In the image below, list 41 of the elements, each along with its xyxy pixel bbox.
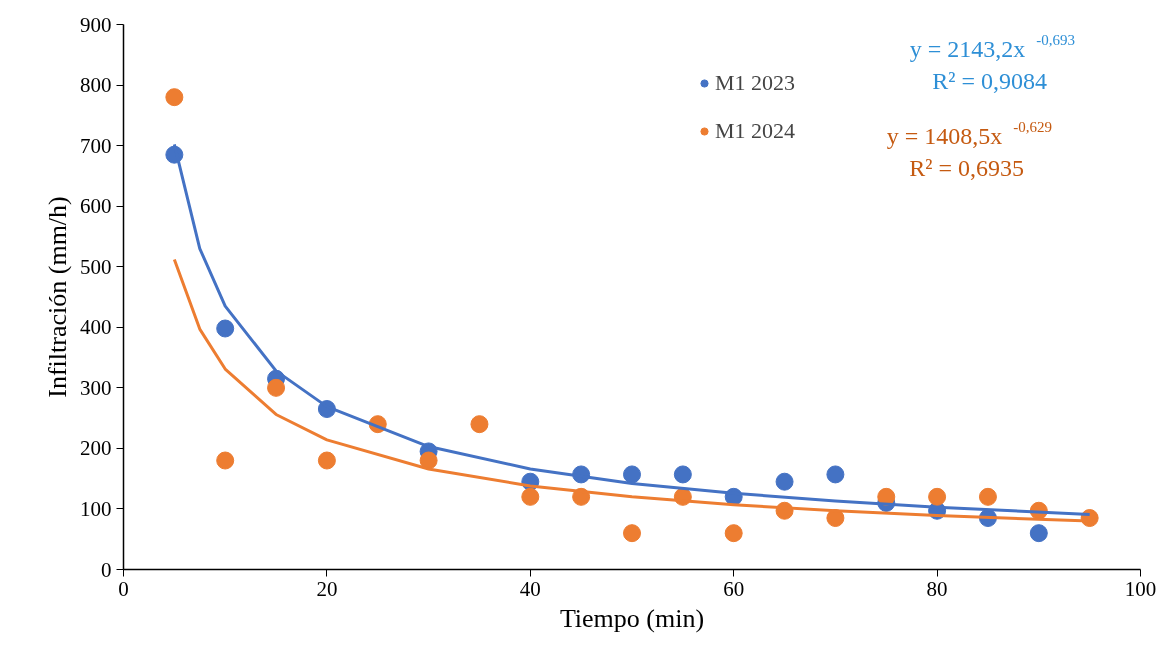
x-tick-label: 80 [926, 576, 948, 601]
point [623, 465, 641, 484]
point [623, 524, 641, 543]
point [317, 451, 336, 470]
x-axis-title: Tiempo (min) [559, 603, 705, 633]
y-tick-label: 900 [80, 12, 112, 37]
point [673, 465, 692, 484]
point [165, 88, 184, 107]
point [216, 451, 235, 470]
annotation: y = 1408,5x-0,629 [886, 118, 1052, 149]
point [775, 472, 794, 491]
y-axis-title: Infiltración (mm/h) [43, 196, 72, 398]
y-tick-label: 300 [80, 375, 112, 400]
point [928, 487, 947, 506]
y-tick-label: 200 [80, 436, 112, 461]
y-tick-label: 0 [101, 557, 112, 582]
legend-label: M1 2024 [715, 118, 796, 144]
y-tick-label: 700 [80, 133, 112, 158]
point [724, 524, 743, 543]
point [521, 487, 540, 506]
point [978, 487, 997, 506]
annotation: R² = 0,9084 [932, 67, 1047, 94]
y-tick-label: 400 [80, 315, 112, 340]
point [267, 378, 286, 397]
y-tick-label: 100 [80, 496, 112, 521]
y-tick-label: 500 [80, 254, 112, 279]
x-tick-label: 20 [316, 576, 338, 601]
y-tick-label: 800 [80, 73, 112, 98]
point [1029, 524, 1048, 543]
point [470, 415, 489, 434]
x-tick-label: 60 [723, 576, 745, 601]
x-tick-label: 40 [519, 576, 541, 601]
annotation: R² = 0,6935 [909, 154, 1024, 181]
point [419, 451, 438, 470]
legend-label: M1 2023 [715, 70, 796, 96]
point [826, 465, 845, 484]
point [216, 319, 235, 338]
x-tick-label: 100 [1124, 576, 1157, 601]
y-tick-label: 600 [80, 194, 112, 219]
x-tick-label: 0 [118, 576, 129, 601]
annotation: y = 2143,2x-0,693 [909, 31, 1075, 62]
